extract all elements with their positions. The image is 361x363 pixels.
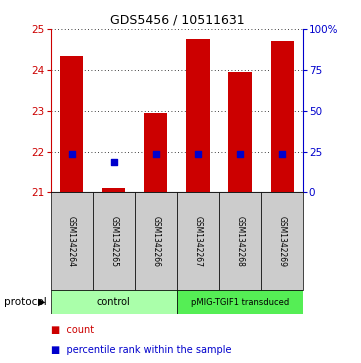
Bar <box>144 113 168 192</box>
Point <box>195 151 201 156</box>
Text: GSM1342269: GSM1342269 <box>278 216 287 267</box>
Bar <box>135 192 177 290</box>
Text: pMIG-TGIF1 transduced: pMIG-TGIF1 transduced <box>191 298 289 307</box>
Bar <box>51 290 177 314</box>
Point <box>153 151 159 156</box>
Title: GDS5456 / 10511631: GDS5456 / 10511631 <box>110 13 244 26</box>
Text: GSM1342264: GSM1342264 <box>67 216 76 267</box>
Text: GSM1342265: GSM1342265 <box>109 216 118 267</box>
Point <box>111 159 117 165</box>
Bar <box>219 192 261 290</box>
Bar <box>261 192 303 290</box>
Bar <box>271 41 294 192</box>
Bar <box>229 72 252 192</box>
Bar <box>177 290 303 314</box>
Bar <box>177 192 219 290</box>
Bar <box>93 192 135 290</box>
Point <box>279 151 285 156</box>
Text: protocol: protocol <box>4 297 46 307</box>
Text: ▶: ▶ <box>38 297 45 307</box>
Text: control: control <box>97 297 131 307</box>
Bar <box>51 192 93 290</box>
Text: GSM1342268: GSM1342268 <box>236 216 244 267</box>
Bar <box>102 188 125 192</box>
Point <box>237 151 243 156</box>
Bar <box>186 39 209 192</box>
Text: ■  count: ■ count <box>51 325 93 335</box>
Text: GSM1342266: GSM1342266 <box>151 216 160 267</box>
Point <box>69 151 74 156</box>
Text: ■  percentile rank within the sample: ■ percentile rank within the sample <box>51 345 231 355</box>
Text: GSM1342267: GSM1342267 <box>193 216 203 267</box>
Bar <box>60 56 83 192</box>
